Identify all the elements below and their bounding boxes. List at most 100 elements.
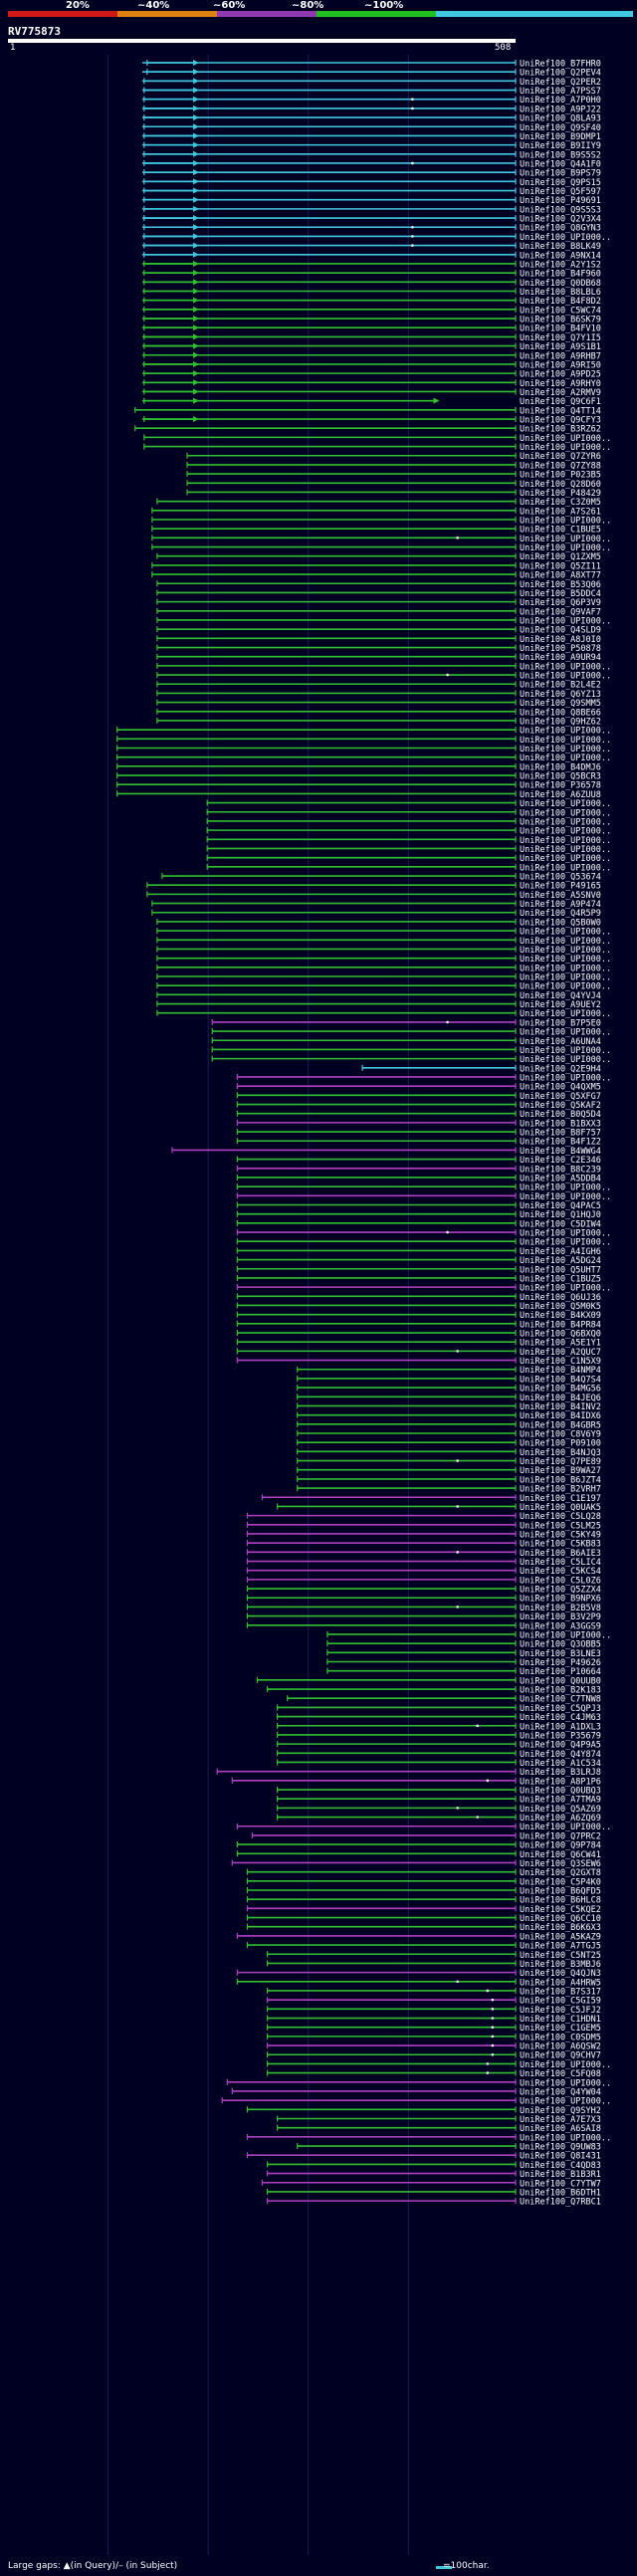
hit-label[interactable]: UniRef100_B8F757 (520, 1129, 601, 1139)
hit-label[interactable]: UniRef100_B1B3R1 (520, 2170, 601, 2180)
hit-label[interactable]: UniRef100_UPI000.. (520, 1046, 611, 1056)
hit-label[interactable]: UniRef100_Q9P784 (520, 1841, 601, 1851)
hit-label[interactable]: UniRef100_UPI000.. (520, 836, 611, 846)
hit-label[interactable]: UniRef100_B6SK79 (520, 316, 601, 325)
hit-label[interactable]: UniRef100_Q53674 (520, 873, 601, 883)
hit-label[interactable]: UniRef100_Q4PAC5 (520, 1201, 601, 1211)
hit-label[interactable]: UniRef100_Q0DB68 (520, 279, 601, 289)
hit-label[interactable]: UniRef100_A8P1P6 (520, 1777, 601, 1787)
hit-label[interactable]: UniRef100_B4F1Z2 (520, 1138, 601, 1148)
hit-label[interactable]: UniRef100_A9PD25 (520, 370, 601, 380)
hit-label[interactable]: UniRef100_Q5UHT7 (520, 1265, 601, 1275)
hit-label[interactable]: UniRef100_A9P474 (520, 900, 601, 910)
hit-label[interactable]: UniRef100_Q7ZYR6 (520, 452, 601, 462)
hit-label[interactable]: UniRef100_C1BUZ5 (520, 1274, 601, 1284)
hit-label[interactable]: UniRef100_Q6CW41 (520, 1850, 601, 1860)
hit-label[interactable]: UniRef100_UPI000.. (520, 937, 611, 947)
hit-label[interactable]: UniRef100_UPI000.. (520, 982, 611, 992)
hit-label[interactable]: UniRef100_Q9HZ62 (520, 717, 601, 727)
hit-label[interactable]: UniRef100_UPI000.. (520, 1055, 611, 1065)
hit-label[interactable]: UniRef100_UPI000.. (520, 535, 611, 544)
hit-label[interactable]: UniRef100_Q28D60 (520, 480, 601, 490)
hit-label[interactable]: UniRef100_B4WWG4 (520, 1147, 601, 1157)
hit-label[interactable]: UniRef100_UPI000.. (520, 827, 611, 837)
hit-label[interactable]: UniRef100_C4QD83 (520, 2161, 601, 2171)
hit-label[interactable]: UniRef100_A9UEY2 (520, 1000, 601, 1010)
hit-label[interactable]: UniRef100_B53Q06 (520, 580, 601, 590)
hit-label[interactable]: UniRef100_B6DTH1 (520, 2188, 601, 2198)
hit-label[interactable]: UniRef100_B4DMJ6 (520, 762, 601, 772)
hit-label[interactable]: UniRef100_C4JM63 (520, 1713, 601, 1723)
hit-label[interactable]: UniRef100_P48429 (520, 489, 601, 499)
hit-label[interactable]: UniRef100_UPI000.. (520, 1630, 611, 1640)
hit-label[interactable]: UniRef100_Q9S5S3 (520, 205, 601, 215)
hit-label[interactable]: UniRef100_UPI000.. (520, 745, 611, 754)
hit-label[interactable]: UniRef100_A6ZUU8 (520, 790, 601, 800)
hit-label[interactable]: UniRef100_Q1HQJ0 (520, 1210, 601, 1220)
hit-label[interactable]: UniRef100_A5DG24 (520, 1256, 601, 1266)
hit-label[interactable]: UniRef100_Q7Y1I5 (520, 333, 601, 343)
hit-label[interactable]: UniRef100_UPI000.. (520, 1229, 611, 1239)
hit-label[interactable]: UniRef100_C1BUE5 (520, 526, 601, 536)
hit-label[interactable]: UniRef100_UPI000.. (520, 2097, 611, 2107)
hit-label[interactable]: UniRef100_Q9VAF7 (520, 607, 601, 617)
hit-label[interactable]: UniRef100_B9S5S2 (520, 150, 601, 160)
hit-label[interactable]: UniRef100_Q7RBC1 (520, 2198, 601, 2208)
hit-label[interactable]: UniRef100_C5L0Z6 (520, 1576, 601, 1586)
hit-label[interactable]: UniRef100_A7TGJ5 (520, 1942, 601, 1952)
hit-label[interactable]: UniRef100_Q5B0W0 (520, 918, 601, 928)
hit-label[interactable]: UniRef100_B7S317 (520, 1987, 601, 1997)
hit-label[interactable]: UniRef100_A5E1Y1 (520, 1339, 601, 1349)
hit-label[interactable]: UniRef100_Q5ZI11 (520, 561, 601, 571)
hit-label[interactable]: UniRef100_Q6BXQ0 (520, 1330, 601, 1340)
hit-label[interactable]: UniRef100_UPI000.. (520, 727, 611, 737)
hit-label[interactable]: UniRef100_Q4A1F0 (520, 159, 601, 169)
hit-label[interactable]: UniRef100_C3Z0M5 (520, 498, 601, 508)
hit-label[interactable]: UniRef100_C1HDN1 (520, 2015, 601, 2025)
hit-label[interactable]: UniRef100_Q8GYN3 (520, 224, 601, 234)
hit-label[interactable]: UniRef100_A7P0H0 (520, 96, 601, 106)
hit-label[interactable]: UniRef100_UPI000.. (520, 955, 611, 965)
hit-label[interactable]: UniRef100_B9DMP1 (520, 132, 601, 142)
hit-label[interactable]: UniRef100_C5KY49 (520, 1530, 601, 1540)
hit-label[interactable]: UniRef100_A7PSS7 (520, 87, 601, 97)
hit-label[interactable]: UniRef100_B4MG56 (520, 1385, 601, 1395)
hit-label[interactable]: UniRef100_UPI000.. (520, 1192, 611, 1202)
hit-label[interactable]: UniRef100_UPI000.. (520, 2078, 611, 2088)
hit-label[interactable]: UniRef100_Q9PS15 (520, 178, 601, 188)
hit-label[interactable]: UniRef100_A7E7X3 (520, 2115, 601, 2125)
hit-label[interactable]: UniRef100_B6QFD5 (520, 1887, 601, 1897)
hit-label[interactable]: UniRef100_B4FV10 (520, 324, 601, 334)
hit-label[interactable]: UniRef100_P36578 (520, 781, 601, 791)
hit-label[interactable]: UniRef100_Q6CC10 (520, 1914, 601, 1924)
hit-label[interactable]: UniRef100_B9IIY9 (520, 141, 601, 151)
hit-label[interactable]: UniRef100_UPI000.. (520, 817, 611, 827)
hit-label[interactable]: UniRef100_B4INV2 (520, 1402, 601, 1412)
hit-label[interactable]: UniRef100_C5QPJ3 (520, 1704, 601, 1714)
hit-label[interactable]: UniRef100_B6K6X3 (520, 1923, 601, 1933)
hit-label[interactable]: UniRef100_C5WC74 (520, 306, 601, 316)
hit-label[interactable]: UniRef100_B9WA27 (520, 1466, 601, 1476)
hit-label[interactable]: UniRef100_B2L4E2 (520, 681, 601, 691)
hit-label[interactable]: UniRef100_UPI000.. (520, 928, 611, 938)
hit-label[interactable]: UniRef100_B1BXX3 (520, 1119, 601, 1129)
hit-label[interactable]: UniRef100_UPI000.. (520, 753, 611, 763)
hit-label[interactable]: UniRef100_C5FQ08 (520, 2069, 601, 2079)
hit-label[interactable]: UniRef100_P09100 (520, 1439, 601, 1449)
hit-label[interactable]: UniRef100_Q2E9H4 (520, 1064, 601, 1074)
hit-label[interactable]: UniRef100_B3MBJ6 (520, 1960, 601, 1970)
hit-label[interactable]: UniRef100_B4NJQ3 (520, 1448, 601, 1458)
hit-label[interactable]: UniRef100_A6ZQ69 (520, 1814, 601, 1824)
hit-label[interactable]: UniRef100_UPI000.. (520, 1028, 611, 1038)
hit-label[interactable]: UniRef100_Q9CHV7 (520, 2051, 601, 2061)
hit-label[interactable]: UniRef100_C2E346 (520, 1156, 601, 1166)
hit-label[interactable]: UniRef100_B8LK49 (520, 242, 601, 252)
hit-label[interactable]: UniRef100_UPI000.. (520, 1183, 611, 1193)
hit-label[interactable]: UniRef100_B4GBR5 (520, 1420, 601, 1430)
hit-label[interactable]: UniRef100_B3LNE3 (520, 1649, 601, 1659)
hit-label[interactable]: UniRef100_B4NMP4 (520, 1366, 601, 1376)
hit-label[interactable]: UniRef100_UPI000.. (520, 1073, 611, 1083)
hit-label[interactable]: UniRef100_C7YTW7 (520, 2179, 601, 2189)
hit-label[interactable]: UniRef100_Q5F597 (520, 187, 601, 197)
hit-label[interactable]: UniRef100_C5JFJ2 (520, 2006, 601, 2016)
